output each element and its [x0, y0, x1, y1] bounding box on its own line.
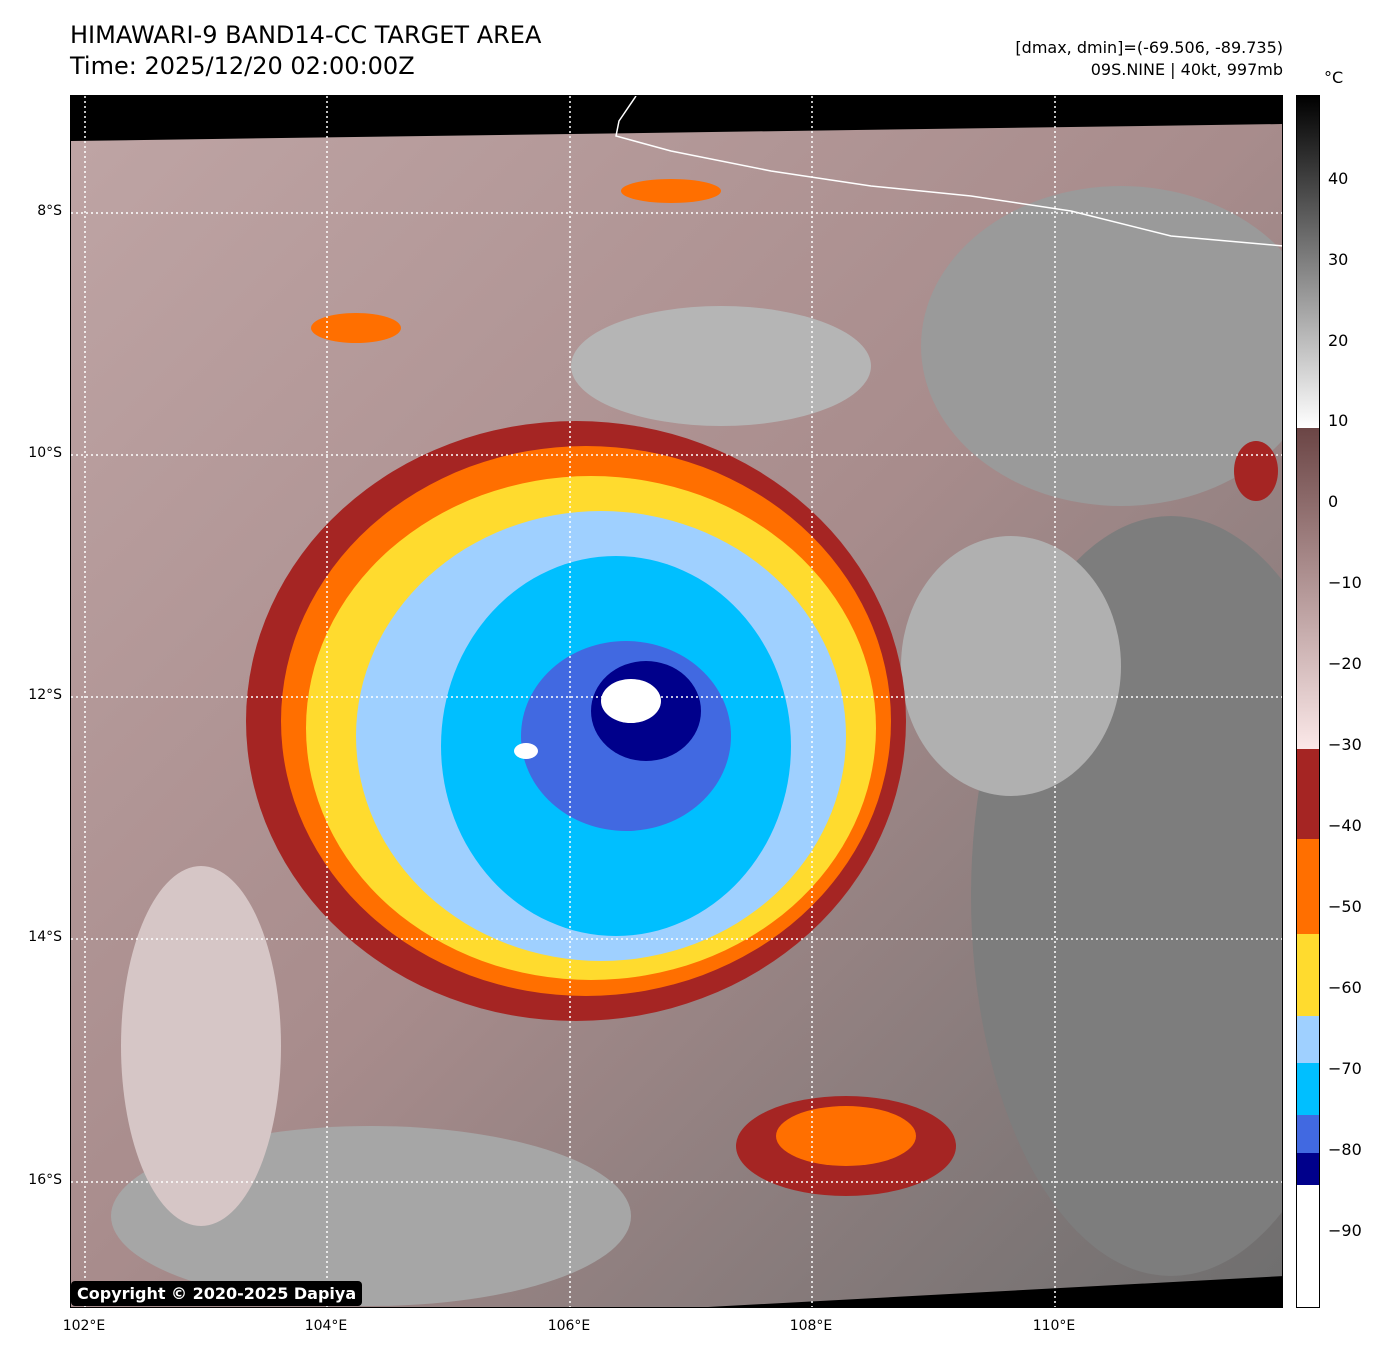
copyright-badge: Copyright © 2020-2025 Dapiya — [71, 1281, 363, 1306]
colorbar-label-m10: −10 — [1328, 573, 1362, 592]
colorbar-scale — [1297, 96, 1319, 1307]
range-text: [dmax, dmin]=(-69.506, -89.735) — [1015, 38, 1283, 57]
title-line1: HIMAWARI-9 BAND14-CC TARGET AREA — [70, 21, 542, 49]
x-tick-106e: 106°E — [547, 1318, 591, 1334]
x-tick-104e: 104°E — [304, 1318, 348, 1334]
storm-text: 09S.NINE | 40kt, 997mb — [1090, 60, 1283, 79]
colorbar-label-0: 0 — [1328, 492, 1339, 511]
y-tick-12s: 12°S — [28, 687, 62, 703]
y-tick-8s: 8°S — [37, 203, 62, 219]
colorbar — [1296, 95, 1320, 1308]
storm-info: [dmax, dmin]=(-69.506, -89.735) 09S.NINE… — [1015, 37, 1283, 81]
colorbar-label-m40: −40 — [1328, 816, 1362, 835]
colorbar-label-30: 30 — [1328, 250, 1349, 269]
colorbar-label-m80: −80 — [1328, 1140, 1362, 1159]
satellite-image — [70, 95, 1283, 1308]
satellite-imagery — [71, 96, 1282, 1307]
colorbar-label-10: 10 — [1328, 411, 1349, 430]
chart-title: HIMAWARI-9 BAND14-CC TARGET AREA Time: 2… — [70, 20, 541, 82]
x-tick-102e: 102°E — [62, 1318, 106, 1334]
x-tick-108e: 108°E — [789, 1318, 833, 1334]
colorbar-label-m90: −90 — [1328, 1221, 1362, 1240]
colorbar-unit: °C — [1324, 68, 1344, 87]
y-tick-16s: 16°S — [28, 1172, 62, 1188]
y-tick-10s: 10°S — [28, 445, 62, 461]
colorbar-label-20: 20 — [1328, 331, 1349, 350]
x-tick-110e: 110°E — [1032, 1318, 1076, 1334]
colorbar-label-m70: −70 — [1328, 1059, 1362, 1078]
y-tick-14s: 14°S — [28, 929, 62, 945]
title-line2: Time: 2025/12/20 02:00:00Z — [70, 52, 415, 80]
colorbar-label-40: 40 — [1328, 169, 1349, 188]
colorbar-label-m50: −50 — [1328, 897, 1362, 916]
colorbar-label-m20: −20 — [1328, 654, 1362, 673]
colorbar-label-m60: −60 — [1328, 978, 1362, 997]
colorbar-label-m30: −30 — [1328, 735, 1362, 754]
